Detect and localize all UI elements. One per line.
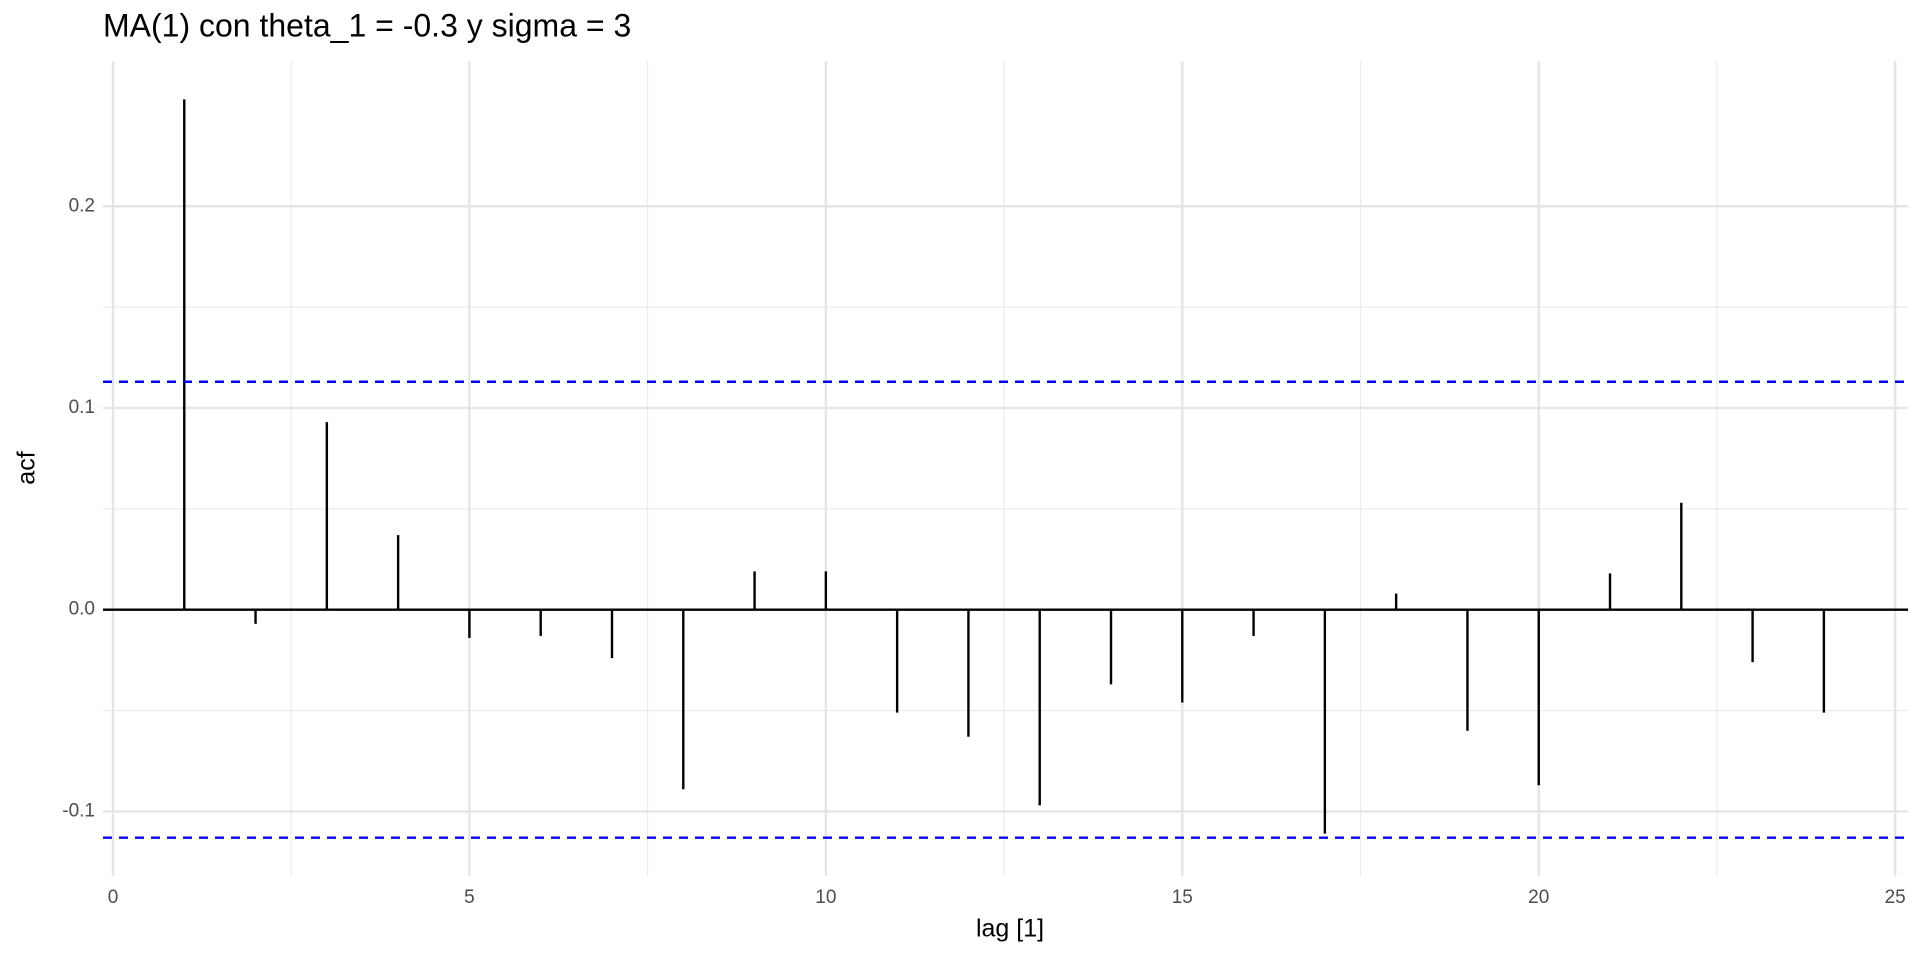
chart-title: MA(1) con theta_1 = -0.3 y sigma = 3 xyxy=(103,7,631,43)
y-axis-label: acf xyxy=(13,451,41,484)
x-tick-label: 10 xyxy=(815,887,836,908)
x-tick-label: 15 xyxy=(1172,887,1193,908)
x-tick-label: 0 xyxy=(108,887,119,908)
y-tick-label: -0.1 xyxy=(62,800,95,821)
y-tick-label: 0.1 xyxy=(69,397,95,418)
x-tick-label: 25 xyxy=(1885,887,1906,908)
x-axis-label: lag [1] xyxy=(976,915,1044,943)
x-tick-label: 5 xyxy=(464,887,475,908)
y-tick-label: 0.2 xyxy=(69,195,95,216)
y-tick-label: 0.0 xyxy=(69,599,95,620)
x-tick-label: 20 xyxy=(1528,887,1549,908)
